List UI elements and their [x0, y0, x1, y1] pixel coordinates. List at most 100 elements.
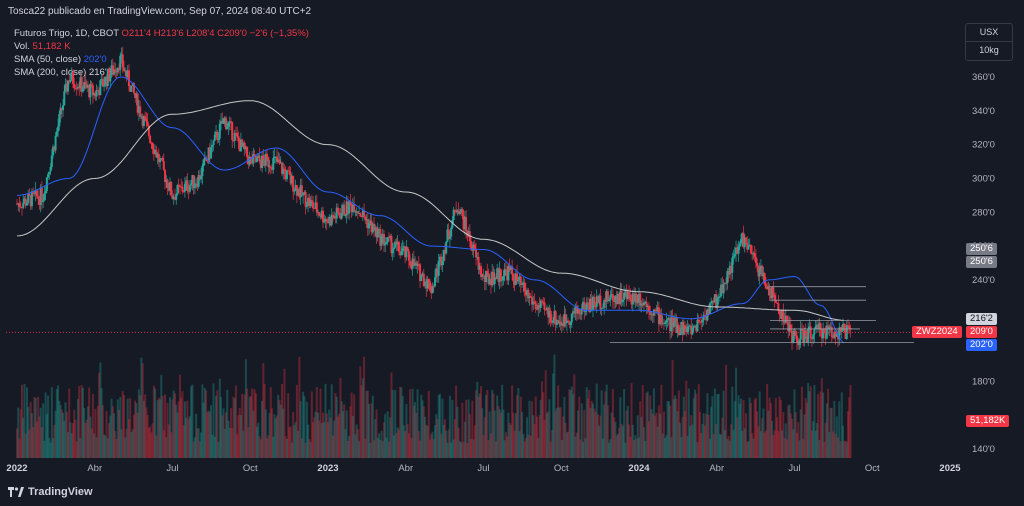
candle-body [426, 279, 429, 289]
candle-body [508, 266, 511, 270]
candle-body [410, 265, 413, 269]
legend-vol-label[interactable]: Vol. [14, 41, 30, 52]
volume-bar [207, 410, 210, 458]
volume-bar [503, 440, 506, 458]
volume-bar [740, 398, 743, 458]
candle-body [649, 312, 652, 315]
x-tick-label: Jul [166, 463, 178, 474]
volume-bar [496, 395, 499, 458]
volume-bar [365, 390, 368, 458]
candle-body [578, 309, 581, 314]
candle-body [90, 83, 93, 86]
candle-body [200, 176, 203, 180]
candle-body [70, 72, 73, 80]
candle-body [698, 321, 701, 323]
legend-sma50-label[interactable]: SMA (50, close) [14, 54, 82, 65]
candle-body [206, 160, 209, 162]
volume-bar [70, 433, 73, 458]
volume-bar [599, 415, 602, 458]
candle-body [193, 184, 196, 188]
unit-selector[interactable]: USX 10kg [965, 23, 1013, 61]
legend-sma200-label[interactable]: SMA (200, close) [14, 67, 87, 78]
candle-body [382, 234, 385, 246]
volume-bar [298, 356, 301, 458]
candle-body [424, 281, 427, 286]
candle-body [244, 146, 247, 150]
candle-body [516, 273, 519, 282]
candle-body [782, 310, 785, 322]
volume-bar [672, 399, 675, 458]
volume-bar [74, 419, 77, 458]
volume-bar [95, 437, 98, 458]
candle-body [718, 296, 721, 298]
volume-bar [154, 388, 157, 458]
candle-body [178, 186, 181, 188]
volume-bar [650, 409, 653, 458]
volume-bar [659, 413, 662, 458]
candle-body [789, 324, 792, 331]
volume-bar [139, 395, 142, 458]
candle-body [431, 286, 434, 294]
currency-unit[interactable]: USX [966, 24, 1012, 42]
volume-bar [804, 398, 807, 458]
candle-body [747, 245, 750, 250]
candle-body [832, 337, 835, 338]
volume-bar [722, 390, 725, 458]
volume-bar [605, 384, 608, 458]
candle-body [526, 289, 529, 296]
candle-body [407, 251, 410, 261]
candle-body [164, 169, 167, 183]
legend-symbol[interactable]: Futuros Trigo, 1D, CBOT [14, 28, 119, 39]
volume-bar [309, 441, 312, 458]
candle-body [605, 291, 608, 302]
candle-body [218, 123, 221, 139]
volume-bar [619, 397, 622, 458]
volume-bar [601, 438, 604, 458]
candle-body [181, 186, 184, 192]
volume-bar [34, 398, 37, 458]
candle-body [737, 246, 740, 254]
volume-bar [208, 411, 211, 458]
candle-body [511, 266, 514, 275]
candle-body [251, 157, 254, 164]
volume-bar [662, 411, 665, 458]
volume-bar [718, 434, 721, 458]
candle-body [108, 69, 111, 82]
volume-bar [588, 389, 591, 458]
candle-body [401, 248, 404, 252]
volume-bar [646, 391, 649, 458]
volume-bar [166, 402, 169, 458]
volume-bar [33, 397, 36, 458]
legend-sma200-row: SMA (200, close) 216'2 [14, 66, 309, 79]
candle-body [322, 210, 325, 223]
candle-body [521, 283, 524, 285]
candle-body [224, 117, 227, 130]
x-tick-label: Abr [709, 463, 724, 474]
volume-bar [517, 387, 520, 458]
volume-bar [680, 436, 683, 458]
volume-bar [73, 409, 76, 458]
volume-bar [325, 413, 328, 458]
volume-bar [649, 395, 652, 458]
candle-body [589, 298, 592, 312]
volume-bar [557, 385, 560, 458]
volume-bar [151, 423, 154, 458]
size-unit[interactable]: 10kg [979, 45, 999, 55]
candle-body [720, 284, 723, 297]
candle-body [416, 263, 419, 266]
volume-bar [825, 403, 828, 458]
volume-bar [379, 439, 382, 458]
footer-brand[interactable]: TradingView [8, 486, 93, 498]
volume-bar [698, 411, 701, 458]
volume-bar [234, 385, 237, 458]
volume-bar [22, 417, 25, 458]
candle-body [249, 156, 252, 158]
volume-bar [84, 422, 87, 458]
volume-bar [384, 413, 387, 458]
candle-body [692, 326, 695, 328]
candle-body [834, 331, 837, 337]
volume-bar [798, 440, 801, 458]
volume-bar [329, 417, 332, 458]
volume-bar [310, 391, 313, 458]
price-chart[interactable]: 360'0340'0320'0300'0280'0260'0240'0180'0… [0, 0, 1024, 480]
